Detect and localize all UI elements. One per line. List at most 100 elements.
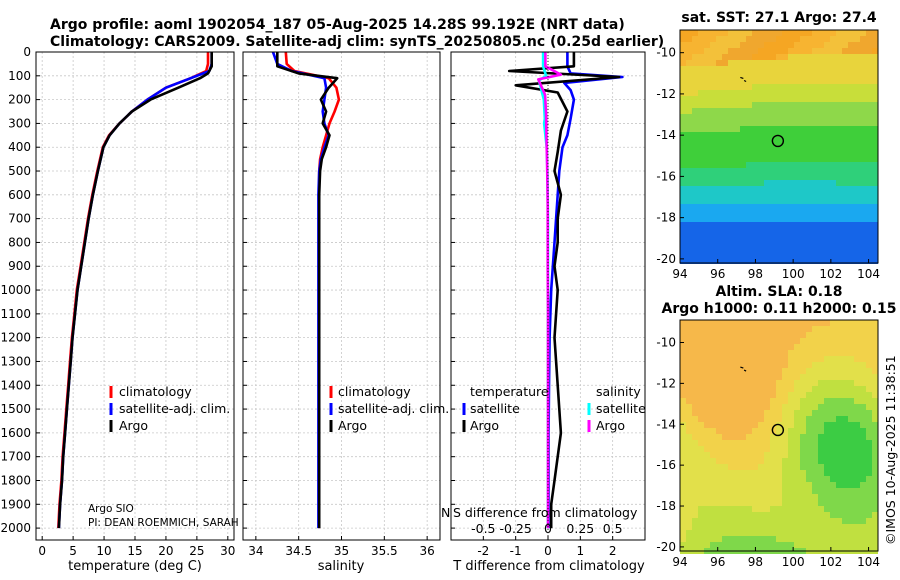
map-cell [710, 494, 716, 500]
map-cell [776, 258, 782, 264]
map-cell [758, 398, 764, 404]
map-cell [818, 90, 824, 96]
map-cell [830, 338, 836, 344]
map-cell [794, 204, 800, 210]
map-cell [818, 240, 824, 246]
map-cell [704, 126, 710, 132]
map-cell [860, 518, 866, 524]
map-cell [848, 506, 854, 512]
credit-pi: PI: DEAN ROEMMICH, SARAH [88, 517, 239, 529]
map-cell [812, 240, 818, 246]
map-cell [764, 446, 770, 452]
map-cell [704, 350, 710, 356]
map-cell [758, 530, 764, 536]
map-cell [800, 228, 806, 234]
map-cell [692, 192, 698, 198]
map-cell [776, 180, 782, 186]
map-cell [698, 174, 704, 180]
map-cell [818, 42, 824, 48]
map-cell [812, 470, 818, 476]
map-cell [854, 434, 860, 440]
map-cell [854, 258, 860, 264]
map-cell [866, 150, 872, 156]
map-cell [776, 458, 782, 464]
map-cell [842, 476, 848, 482]
map-cell [788, 54, 794, 60]
map-cell [824, 380, 830, 386]
map-cell [716, 150, 722, 156]
map-cell [752, 72, 758, 78]
map-cell [866, 210, 872, 216]
map-cell [866, 434, 872, 440]
map-cell [854, 186, 860, 192]
map-cell [722, 470, 728, 476]
map-cell [818, 398, 824, 404]
map-cell [764, 150, 770, 156]
map-cell [842, 446, 848, 452]
map-cell [830, 246, 836, 252]
map-cell [854, 126, 860, 132]
map-cell [710, 464, 716, 470]
map-cell [812, 66, 818, 72]
map-cell [812, 120, 818, 126]
map-cell [848, 252, 854, 258]
map-cell [770, 398, 776, 404]
map-cell [806, 416, 812, 422]
map-cell [818, 36, 824, 42]
map-cell [734, 392, 740, 398]
map-cell [746, 252, 752, 258]
map-cell [740, 162, 746, 168]
map-cell [800, 258, 806, 264]
map-cell [710, 108, 716, 114]
map-cell [824, 162, 830, 168]
map-cell [770, 500, 776, 506]
map-cell [758, 156, 764, 162]
map-cell [746, 368, 752, 374]
map-cell [686, 174, 692, 180]
map-cell [722, 350, 728, 356]
map-cell [758, 78, 764, 84]
map-cell [722, 132, 728, 138]
map-cell [710, 228, 716, 234]
map-cell [698, 108, 704, 114]
map-cell [734, 488, 740, 494]
map-cell [812, 434, 818, 440]
map-cell [812, 476, 818, 482]
map-cell [860, 198, 866, 204]
map-cell [794, 434, 800, 440]
map-cell [758, 452, 764, 458]
map-cell [776, 210, 782, 216]
map-cell [680, 428, 686, 434]
map-cell [752, 356, 758, 362]
map-cell [812, 204, 818, 210]
map-cell [770, 120, 776, 126]
map-cell [806, 138, 812, 144]
map-cell [818, 246, 824, 252]
map-cell [692, 60, 698, 66]
map-cell [854, 422, 860, 428]
map-cell [716, 168, 722, 174]
map-cell [824, 180, 830, 186]
map-cell [746, 258, 752, 264]
map-cell [698, 428, 704, 434]
map-cell [698, 416, 704, 422]
map-cell [818, 536, 824, 542]
map-cell [830, 48, 836, 54]
map-cell [782, 138, 788, 144]
map-cell [800, 132, 806, 138]
map-cell [740, 84, 746, 90]
map-cell [854, 150, 860, 156]
map-cell [836, 452, 842, 458]
map-cell [770, 422, 776, 428]
map-cell [782, 452, 788, 458]
series-line-temperature-argo [507, 52, 621, 529]
map-cell [704, 114, 710, 120]
map-cell [758, 234, 764, 240]
map-cell [746, 84, 752, 90]
map-cell [800, 374, 806, 380]
map-cell [782, 114, 788, 120]
map-cell [848, 84, 854, 90]
map-cell [740, 332, 746, 338]
map-cell [860, 66, 866, 72]
map-cell [740, 386, 746, 392]
